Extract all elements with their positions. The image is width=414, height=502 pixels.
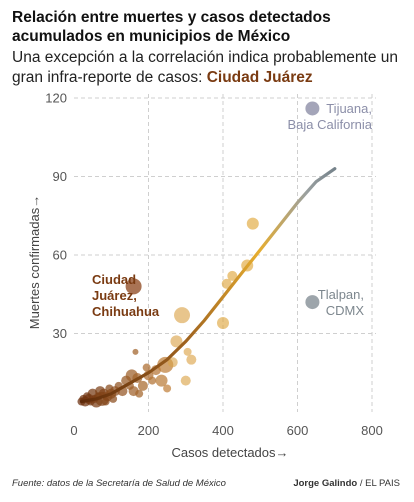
x-axis-label: Casos detectados→ xyxy=(171,445,288,460)
data-point xyxy=(221,278,232,289)
subtitle-highlight: Ciudad Juárez xyxy=(206,69,313,86)
x-tick-label: 800 xyxy=(361,423,383,438)
data-point xyxy=(135,389,144,398)
data-point xyxy=(137,380,148,391)
chart-title: Relación entre muertes y casos detectado… xyxy=(12,9,331,45)
data-point xyxy=(142,363,151,372)
annotation-tlalpan-line: Tlalpan, xyxy=(318,287,364,302)
y-tick-label: 30 xyxy=(53,326,67,341)
x-tick-label: 400 xyxy=(212,423,234,438)
data-point xyxy=(170,335,183,348)
data-point xyxy=(227,270,238,281)
annotation-tijuana-line: Tijuana, xyxy=(326,101,372,116)
annotation-juarez: Ciudad Juárez, Chihuahua xyxy=(92,272,160,319)
grid-lines xyxy=(74,94,376,412)
data-point xyxy=(183,347,192,356)
data-point xyxy=(174,307,191,324)
annotation-juarez-line: Chihuahua xyxy=(92,304,160,319)
scatter-chart: 0 200 400 600 800 30 60 90 120 Ciudad Juárez, Chih… xyxy=(27,91,383,461)
data-point xyxy=(109,394,118,403)
point-juarez xyxy=(125,278,142,295)
data-point xyxy=(180,375,191,386)
y-tick-label: 120 xyxy=(45,91,67,106)
x-tick-label: 600 xyxy=(287,423,309,438)
credit-author: Jorge Galindo xyxy=(293,478,358,489)
data-point xyxy=(186,354,197,365)
credit-separator: / xyxy=(357,478,366,489)
annotations: Ciudad Juárez, Chihuahua Tijuana, Baja Calif… xyxy=(92,101,373,319)
trend-line xyxy=(79,167,337,404)
chart-subtitle: Una excepción a la correlación indica pr… xyxy=(12,48,408,88)
data-point xyxy=(217,317,229,330)
data-point xyxy=(132,348,139,355)
point-tlalpan xyxy=(305,295,320,310)
annotation-tlalpan: Tlalpan, CDMX xyxy=(318,287,365,318)
tick-labels: 0 200 400 600 800 30 60 90 120 xyxy=(45,91,383,439)
annotation-tijuana: Tijuana, Baja California xyxy=(287,101,372,132)
data-point xyxy=(148,376,157,385)
y-tick-label: 90 xyxy=(53,169,67,184)
subtitle-text: Una excepción a la correlación indica pr… xyxy=(12,49,399,86)
x-tick-label: 0 xyxy=(70,423,77,438)
credit: Jorge Galindo / EL PAIS xyxy=(293,478,400,489)
y-axis-label: Muertes confirmadas→ xyxy=(27,195,42,329)
data-point xyxy=(246,217,259,230)
annotation-tijuana-line: Baja California xyxy=(287,117,372,132)
y-tick-label: 60 xyxy=(53,248,67,263)
x-tick-label: 200 xyxy=(138,423,160,438)
annotation-tlalpan-line: CDMX xyxy=(326,303,365,318)
point-tijuana xyxy=(305,101,320,116)
data-point xyxy=(155,374,168,387)
data-point xyxy=(163,384,172,393)
data-points xyxy=(77,101,320,408)
data-point xyxy=(167,357,178,368)
annotation-juarez-line: Juárez, xyxy=(92,288,137,303)
source-note: Fuente: datos de la Secretaría de Salud … xyxy=(12,478,226,489)
credit-outlet: EL PAIS xyxy=(365,478,400,489)
annotation-juarez-line: Ciudad xyxy=(92,272,136,287)
